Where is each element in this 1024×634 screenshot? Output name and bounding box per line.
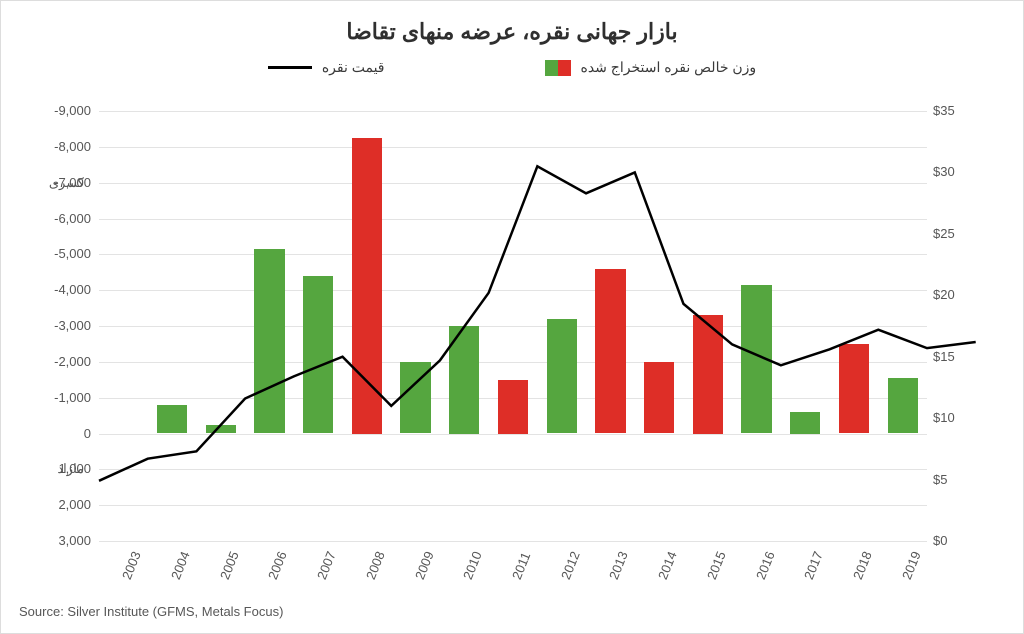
ytick-left: -9,000 xyxy=(41,103,91,118)
ytick-right: $15 xyxy=(933,349,973,364)
ytick-right: $25 xyxy=(933,226,973,241)
xtick: 2013 xyxy=(606,549,631,581)
ytick-left: -4,000 xyxy=(41,282,91,297)
chart: -9,000-8,000-7,000-6,000-5,000-4,000-3,0… xyxy=(99,111,927,541)
ytick-left: -2,000 xyxy=(41,354,91,369)
xtick: 2017 xyxy=(801,549,826,581)
axis-label-surplus: مازاد xyxy=(14,461,84,477)
xtick: 2003 xyxy=(119,549,144,581)
chart-title: بازار جهانی نقره، عرضه منهای تقاضا xyxy=(1,19,1023,45)
legend-line-swatch xyxy=(268,66,312,69)
ytick-left: 0 xyxy=(41,426,91,441)
xtick: 2011 xyxy=(509,550,533,582)
ytick-left: -6,000 xyxy=(41,211,91,226)
xtick: 2006 xyxy=(265,549,290,581)
ytick-left: 3,000 xyxy=(41,533,91,548)
ytick-right: $30 xyxy=(933,164,973,179)
xtick: 2019 xyxy=(899,549,924,581)
price-line xyxy=(99,111,927,541)
ytick-left: -5,000 xyxy=(41,246,91,261)
grid-line xyxy=(99,541,927,542)
ytick-right: $0 xyxy=(933,533,973,548)
xtick: 2008 xyxy=(363,549,388,581)
xtick: 2004 xyxy=(168,549,193,581)
xtick: 2018 xyxy=(850,549,875,581)
xtick: 2015 xyxy=(704,549,729,581)
legend-line-label: قیمت نقره xyxy=(322,59,385,76)
xtick: 2012 xyxy=(558,549,583,581)
axis-label-deficit: کسری xyxy=(14,175,84,191)
xtick: 2010 xyxy=(460,549,485,581)
legend-bars-swatch xyxy=(545,60,571,76)
ytick-right: $20 xyxy=(933,287,973,302)
ytick-right: $5 xyxy=(933,472,973,487)
legend: قیمت نقره وزن خالص نقره استخراج شده xyxy=(1,59,1023,76)
ytick-left: 2,000 xyxy=(41,497,91,512)
xtick: 2014 xyxy=(655,549,680,581)
legend-bars-label: وزن خالص نقره استخراج شده xyxy=(581,59,757,76)
xtick: 2016 xyxy=(753,549,778,581)
ytick-left: -8,000 xyxy=(41,139,91,154)
xtick: 2007 xyxy=(314,549,339,581)
legend-bars: وزن خالص نقره استخراج شده xyxy=(545,59,757,76)
xtick: 2005 xyxy=(217,549,242,581)
source-text: Source: Silver Institute (GFMS, Metals F… xyxy=(19,604,283,619)
ytick-right: $35 xyxy=(933,103,973,118)
ytick-right: $10 xyxy=(933,410,973,425)
ytick-left: -1,000 xyxy=(41,390,91,405)
chart-frame: بازار جهانی نقره، عرضه منهای تقاضا قیمت … xyxy=(0,0,1024,634)
legend-line: قیمت نقره xyxy=(268,59,385,76)
ytick-left: -3,000 xyxy=(41,318,91,333)
xtick: 2009 xyxy=(412,549,437,581)
